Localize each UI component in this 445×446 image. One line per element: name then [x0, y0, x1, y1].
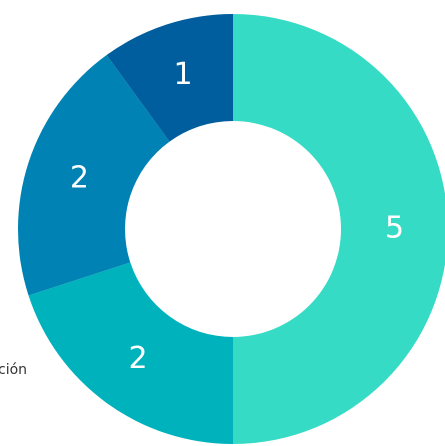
slice-label: 1: [174, 57, 193, 92]
slice: [106, 14, 233, 142]
slice-label: 2: [70, 161, 89, 196]
slice: [233, 14, 445, 444]
slice: [28, 262, 234, 444]
slice: [17, 55, 170, 296]
legend-label: ción: [0, 362, 27, 378]
slice-label: 2: [129, 341, 148, 376]
slice-label: 5: [385, 211, 404, 246]
